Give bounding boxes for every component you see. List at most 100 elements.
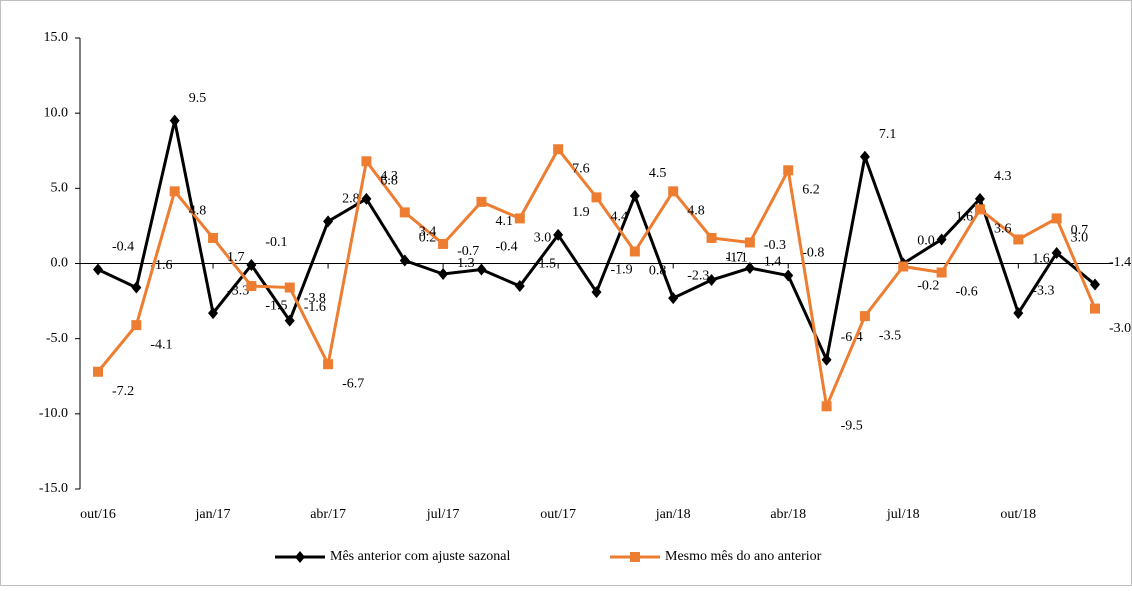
data-label: 1.6 [956,210,974,225]
point-marker [668,186,679,197]
point-marker [514,280,525,293]
data-label: 2.8 [342,192,360,207]
point-marker [93,366,103,377]
point-marker [284,282,295,293]
point-marker [553,144,564,155]
point-marker [246,259,257,272]
data-label: 7.1 [879,127,897,142]
data-label: -0.3 [764,238,786,253]
data-label: 1.7 [726,250,744,265]
data-label: -1.5 [534,256,556,271]
point-marker [438,238,449,249]
point-marker [131,320,142,331]
data-label: -7.2 [112,384,134,399]
data-label: -9.5 [841,419,863,434]
x-tick-label: out/18 [1000,507,1036,522]
data-label: -3.3 [1032,283,1054,298]
point-marker [361,192,372,205]
data-label: -3.8 [304,291,326,306]
point-marker [399,207,410,218]
data-label: 7.6 [572,161,590,176]
x-tick-label: jan/17 [195,507,231,522]
data-label: 4.3 [380,169,398,184]
data-label: -3.0 [1109,321,1131,336]
point-marker [1090,278,1100,291]
y-tick-label: -5.0 [46,331,68,346]
y-tick-label: -15.0 [39,481,68,496]
point-marker [859,150,870,163]
x-tick-label: jul/17 [426,507,460,522]
data-label: 3.0 [1071,231,1089,246]
data-label: -1.5 [265,298,287,313]
data-label: 1.3 [457,256,475,271]
point-marker [629,246,640,257]
point-marker [246,281,257,292]
data-label: 4.8 [687,204,705,219]
data-label: -0.4 [495,240,517,255]
point-marker [974,204,985,215]
x-tick-label: abr/18 [770,507,806,522]
point-marker [476,196,487,207]
point-marker [553,228,564,241]
data-label: 9.5 [189,91,207,106]
point-marker [169,114,180,127]
data-label: 4.5 [649,166,667,181]
point-marker [706,232,717,243]
x-tick-label: jul/18 [886,507,920,522]
point-marker [438,268,449,281]
point-marker [1051,213,1062,224]
point-marker [821,353,832,366]
x-tick-label: abr/17 [310,507,346,522]
data-label: -1.6 [304,300,326,315]
point-marker [169,186,180,197]
point-marker [744,262,755,275]
y-tick-label: 10.0 [44,105,69,120]
data-label: -0.2 [917,279,939,294]
data-label: 1.9 [572,205,590,220]
data-label: 3.0 [534,231,552,246]
point-marker [629,189,640,202]
point-marker [208,307,219,320]
data-label: -1.1 [726,250,748,265]
data-label: -4.1 [150,337,172,352]
point-marker [821,401,832,412]
data-label: 6.8 [380,173,398,188]
point-marker [323,359,334,370]
y-tick-label: -10.0 [39,406,68,421]
data-label: 4.1 [495,214,513,229]
point-marker [476,263,487,276]
legend-marker [295,551,305,563]
point-marker [706,274,717,287]
x-tick-label: out/17 [540,507,576,522]
data-label: 0.8 [649,264,667,279]
data-label: -3.3 [227,283,249,298]
data-label: 1.4 [764,255,782,270]
point-marker [859,311,870,322]
point-marker [1090,303,1100,314]
data-label: -0.7 [457,244,479,259]
data-label: -0.6 [956,285,978,300]
point-marker [668,292,679,305]
legend-label: Mês anterior com ajuste sazonal [330,549,510,564]
data-label: -2.3 [687,268,709,283]
data-label: 4.8 [189,204,207,219]
data-label: -3.5 [879,328,901,343]
data-label: 4.3 [994,169,1012,184]
data-label: 3.4 [419,225,437,240]
point-marker [1051,246,1062,259]
point-marker [898,261,909,272]
y-tick-label: 15.0 [44,30,69,45]
data-label: -6.7 [342,376,364,391]
point-marker [974,192,985,205]
data-label: -0.4 [112,240,134,255]
y-tick-label: 5.0 [51,181,69,196]
data-label: 4.4 [611,210,629,225]
point-marker [208,232,219,243]
point-marker [1013,234,1024,245]
data-label: 6.2 [802,183,820,198]
legend-marker [630,552,640,562]
data-label: 3.6 [994,222,1012,237]
point-marker [744,237,755,248]
